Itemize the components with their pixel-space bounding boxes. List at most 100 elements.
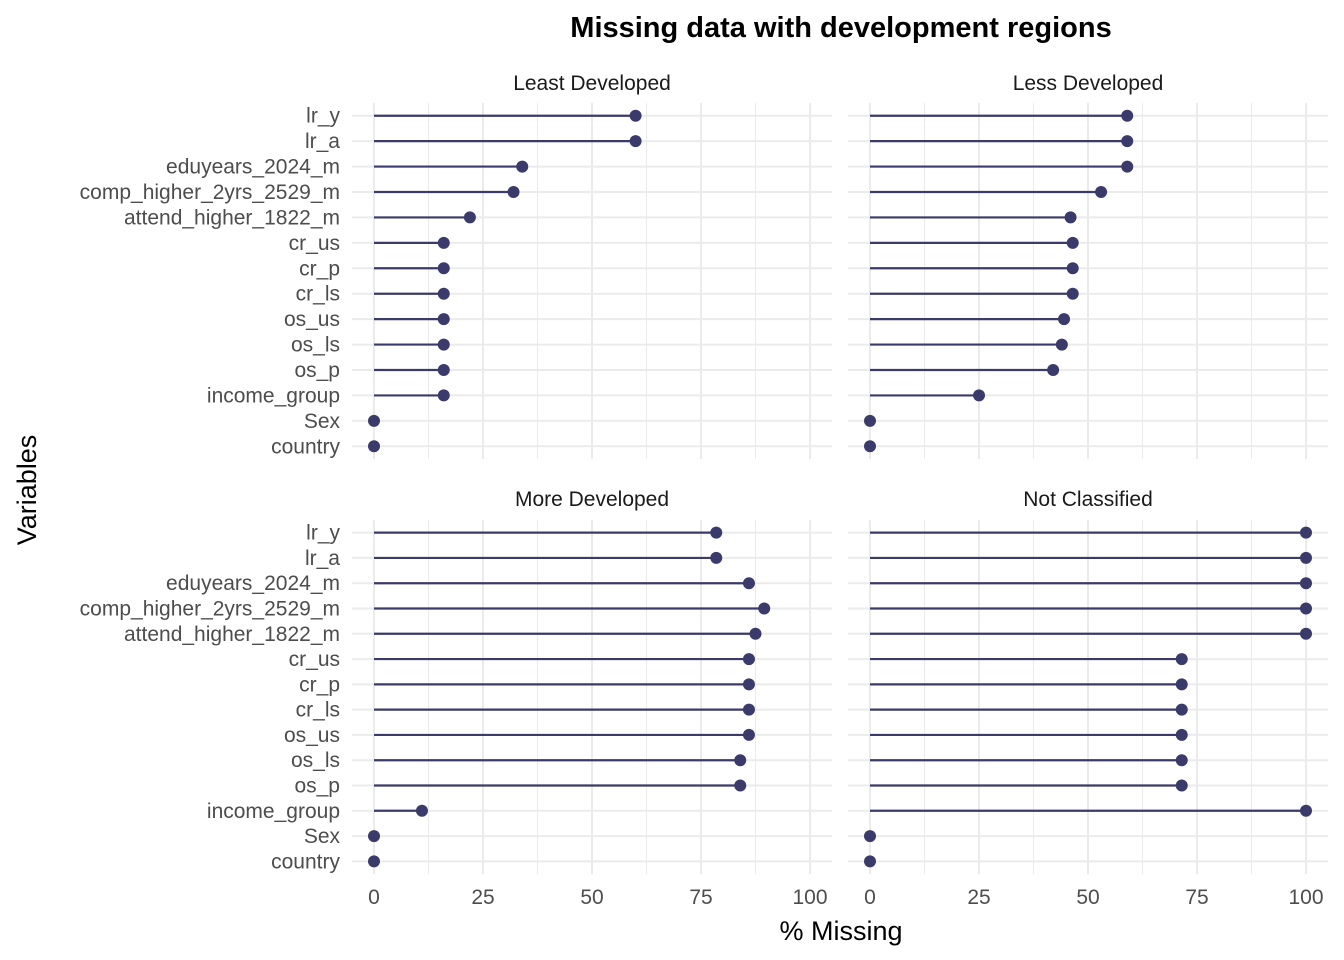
- lollipop-point: [368, 414, 380, 427]
- panel-least-developed: Least Developed lr_ylr_a eduyears_2024_mco…: [80, 72, 832, 459]
- lollipop-point: [749, 627, 762, 640]
- x-tick-label: 50: [580, 886, 603, 909]
- lollipop-point: [437, 364, 450, 376]
- x-tick-label: 0: [368, 886, 380, 909]
- lollipop-point: [1121, 135, 1134, 148]
- y-tick-label: eduyears_2024_m: [166, 572, 340, 595]
- y-tick-label: Sex: [304, 410, 341, 433]
- lollipop-point: [437, 287, 450, 300]
- y-tick-label: os_us: [284, 308, 340, 331]
- x-tick-label: 75: [689, 886, 712, 909]
- lollipop-point: [368, 830, 380, 843]
- lollipop-point: [1300, 627, 1312, 640]
- y-tick-label: lr_a: [305, 130, 340, 153]
- lollipop-point: [864, 440, 876, 453]
- lollipop-point: [742, 703, 755, 716]
- lollipop-point: [437, 313, 450, 326]
- lollipop-point: [864, 414, 876, 427]
- x-axis-title: % Missing: [779, 916, 902, 946]
- x-tick-label: 75: [1185, 886, 1208, 909]
- lollipop-point: [1066, 262, 1079, 275]
- x-tick-label: 100: [792, 886, 827, 909]
- lollipop-point: [1175, 779, 1188, 792]
- lollipop-point: [629, 135, 642, 148]
- panel-strip-label: More Developed: [515, 488, 669, 511]
- lollipop-point: [1095, 186, 1108, 198]
- y-tick-label: comp_higher_2yrs_2529_m: [80, 181, 340, 204]
- lollipop-point: [1175, 728, 1188, 741]
- x-tick-label: 25: [471, 886, 494, 909]
- lollipop-point: [437, 236, 450, 249]
- y-tick-label: income_group: [207, 384, 340, 407]
- lollipop-point: [437, 389, 450, 402]
- lollipop-point: [437, 338, 450, 351]
- y-tick-label: Sex: [304, 825, 341, 848]
- lollipop-point: [710, 551, 723, 564]
- lollipop-point: [1066, 236, 1079, 249]
- panel-strip-label: Least Developed: [513, 72, 671, 95]
- x-tick-label: 25: [967, 886, 990, 909]
- y-tick-label: lr_a: [305, 547, 340, 570]
- y-tick-label: eduyears_2024_m: [166, 156, 340, 179]
- lollipop-point: [1300, 551, 1312, 564]
- lollipop-point: [742, 577, 755, 590]
- x-tick-label: 100: [1288, 886, 1323, 909]
- lollipop-point: [1175, 653, 1188, 666]
- y-tick-label: comp_higher_2yrs_2529_m: [80, 598, 340, 621]
- x-tick-label: 50: [1076, 886, 1099, 909]
- x-tick-label: 0: [864, 886, 876, 909]
- lollipop-point: [1175, 754, 1188, 767]
- lollipop-point: [973, 389, 985, 402]
- lollipop-point: [629, 109, 642, 122]
- lollipop-point: [437, 262, 450, 275]
- lollipop-point: [463, 211, 476, 224]
- lollipop-point: [864, 855, 876, 868]
- lollipop-point: [368, 440, 380, 453]
- lollipop-point: [710, 526, 723, 539]
- lollipop-point: [734, 779, 747, 792]
- y-tick-label: os_us: [284, 724, 340, 747]
- y-tick-label: cr_p: [299, 673, 340, 696]
- y-tick-label: cr_us: [289, 648, 340, 671]
- lollipop-point: [1300, 577, 1312, 590]
- y-tick-label: country: [271, 435, 340, 458]
- y-tick-label: os_ls: [291, 749, 340, 772]
- y-tick-label: cr_us: [289, 232, 340, 255]
- lollipop-point: [415, 804, 428, 817]
- lollipop-point: [1300, 526, 1312, 539]
- lollipop-point: [1175, 703, 1188, 716]
- y-tick-label: lr_y: [306, 522, 340, 545]
- panel-not-classified: Not Classified 0 25 50 75 100: [848, 488, 1328, 909]
- lollipop-point: [1055, 338, 1068, 351]
- y-tick-label: attend_higher_1822_m: [124, 623, 340, 646]
- y-tick-label: country: [271, 850, 340, 873]
- lollipop-point: [516, 160, 529, 173]
- y-tick-label: lr_y: [306, 105, 340, 128]
- y-tick-label: income_group: [207, 800, 340, 823]
- y-tick-label: attend_higher_1822_m: [124, 206, 340, 229]
- panel-strip-label: Less Developed: [1013, 72, 1164, 95]
- lollipop-point: [1047, 364, 1060, 376]
- lollipop-point: [742, 678, 755, 691]
- y-axis-title: Variables: [12, 435, 42, 546]
- panel-strip-label: Not Classified: [1023, 488, 1153, 511]
- y-tick-label: cr_p: [299, 257, 340, 280]
- panel-more-developed: More Developed lr_ylr_aeduyears_2024_mcom…: [80, 488, 832, 909]
- lollipop-point: [1064, 211, 1077, 224]
- lollipop-point: [1175, 678, 1188, 691]
- lollipop-point: [1121, 160, 1134, 173]
- lollipop-point: [734, 754, 747, 767]
- lollipop-point: [742, 653, 755, 666]
- y-tick-label: os_ls: [291, 334, 340, 357]
- lollipop-point: [1066, 287, 1079, 300]
- lollipop-point: [1300, 804, 1312, 817]
- y-tick-label: os_p: [294, 359, 340, 382]
- lollipop-point: [742, 728, 755, 741]
- chart-title: Missing data with development regions: [570, 12, 1111, 44]
- lollipop-point: [864, 830, 876, 843]
- y-tick-label: cr_ls: [296, 283, 340, 306]
- lollipop-point: [1058, 313, 1071, 326]
- y-tick-label: os_p: [294, 775, 340, 798]
- panel-less-developed: Less Developed: [848, 72, 1328, 459]
